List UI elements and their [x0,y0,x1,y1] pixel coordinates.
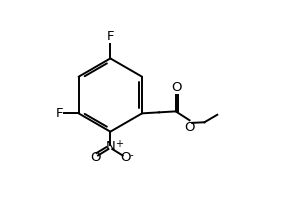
Text: O: O [185,121,195,134]
Text: F: F [107,30,114,43]
Text: O: O [172,81,182,94]
Text: O: O [90,151,101,164]
Text: N: N [105,140,115,153]
Text: +: + [115,139,123,149]
Text: O: O [120,151,130,164]
Text: F: F [56,107,63,120]
Text: -: - [130,150,133,160]
